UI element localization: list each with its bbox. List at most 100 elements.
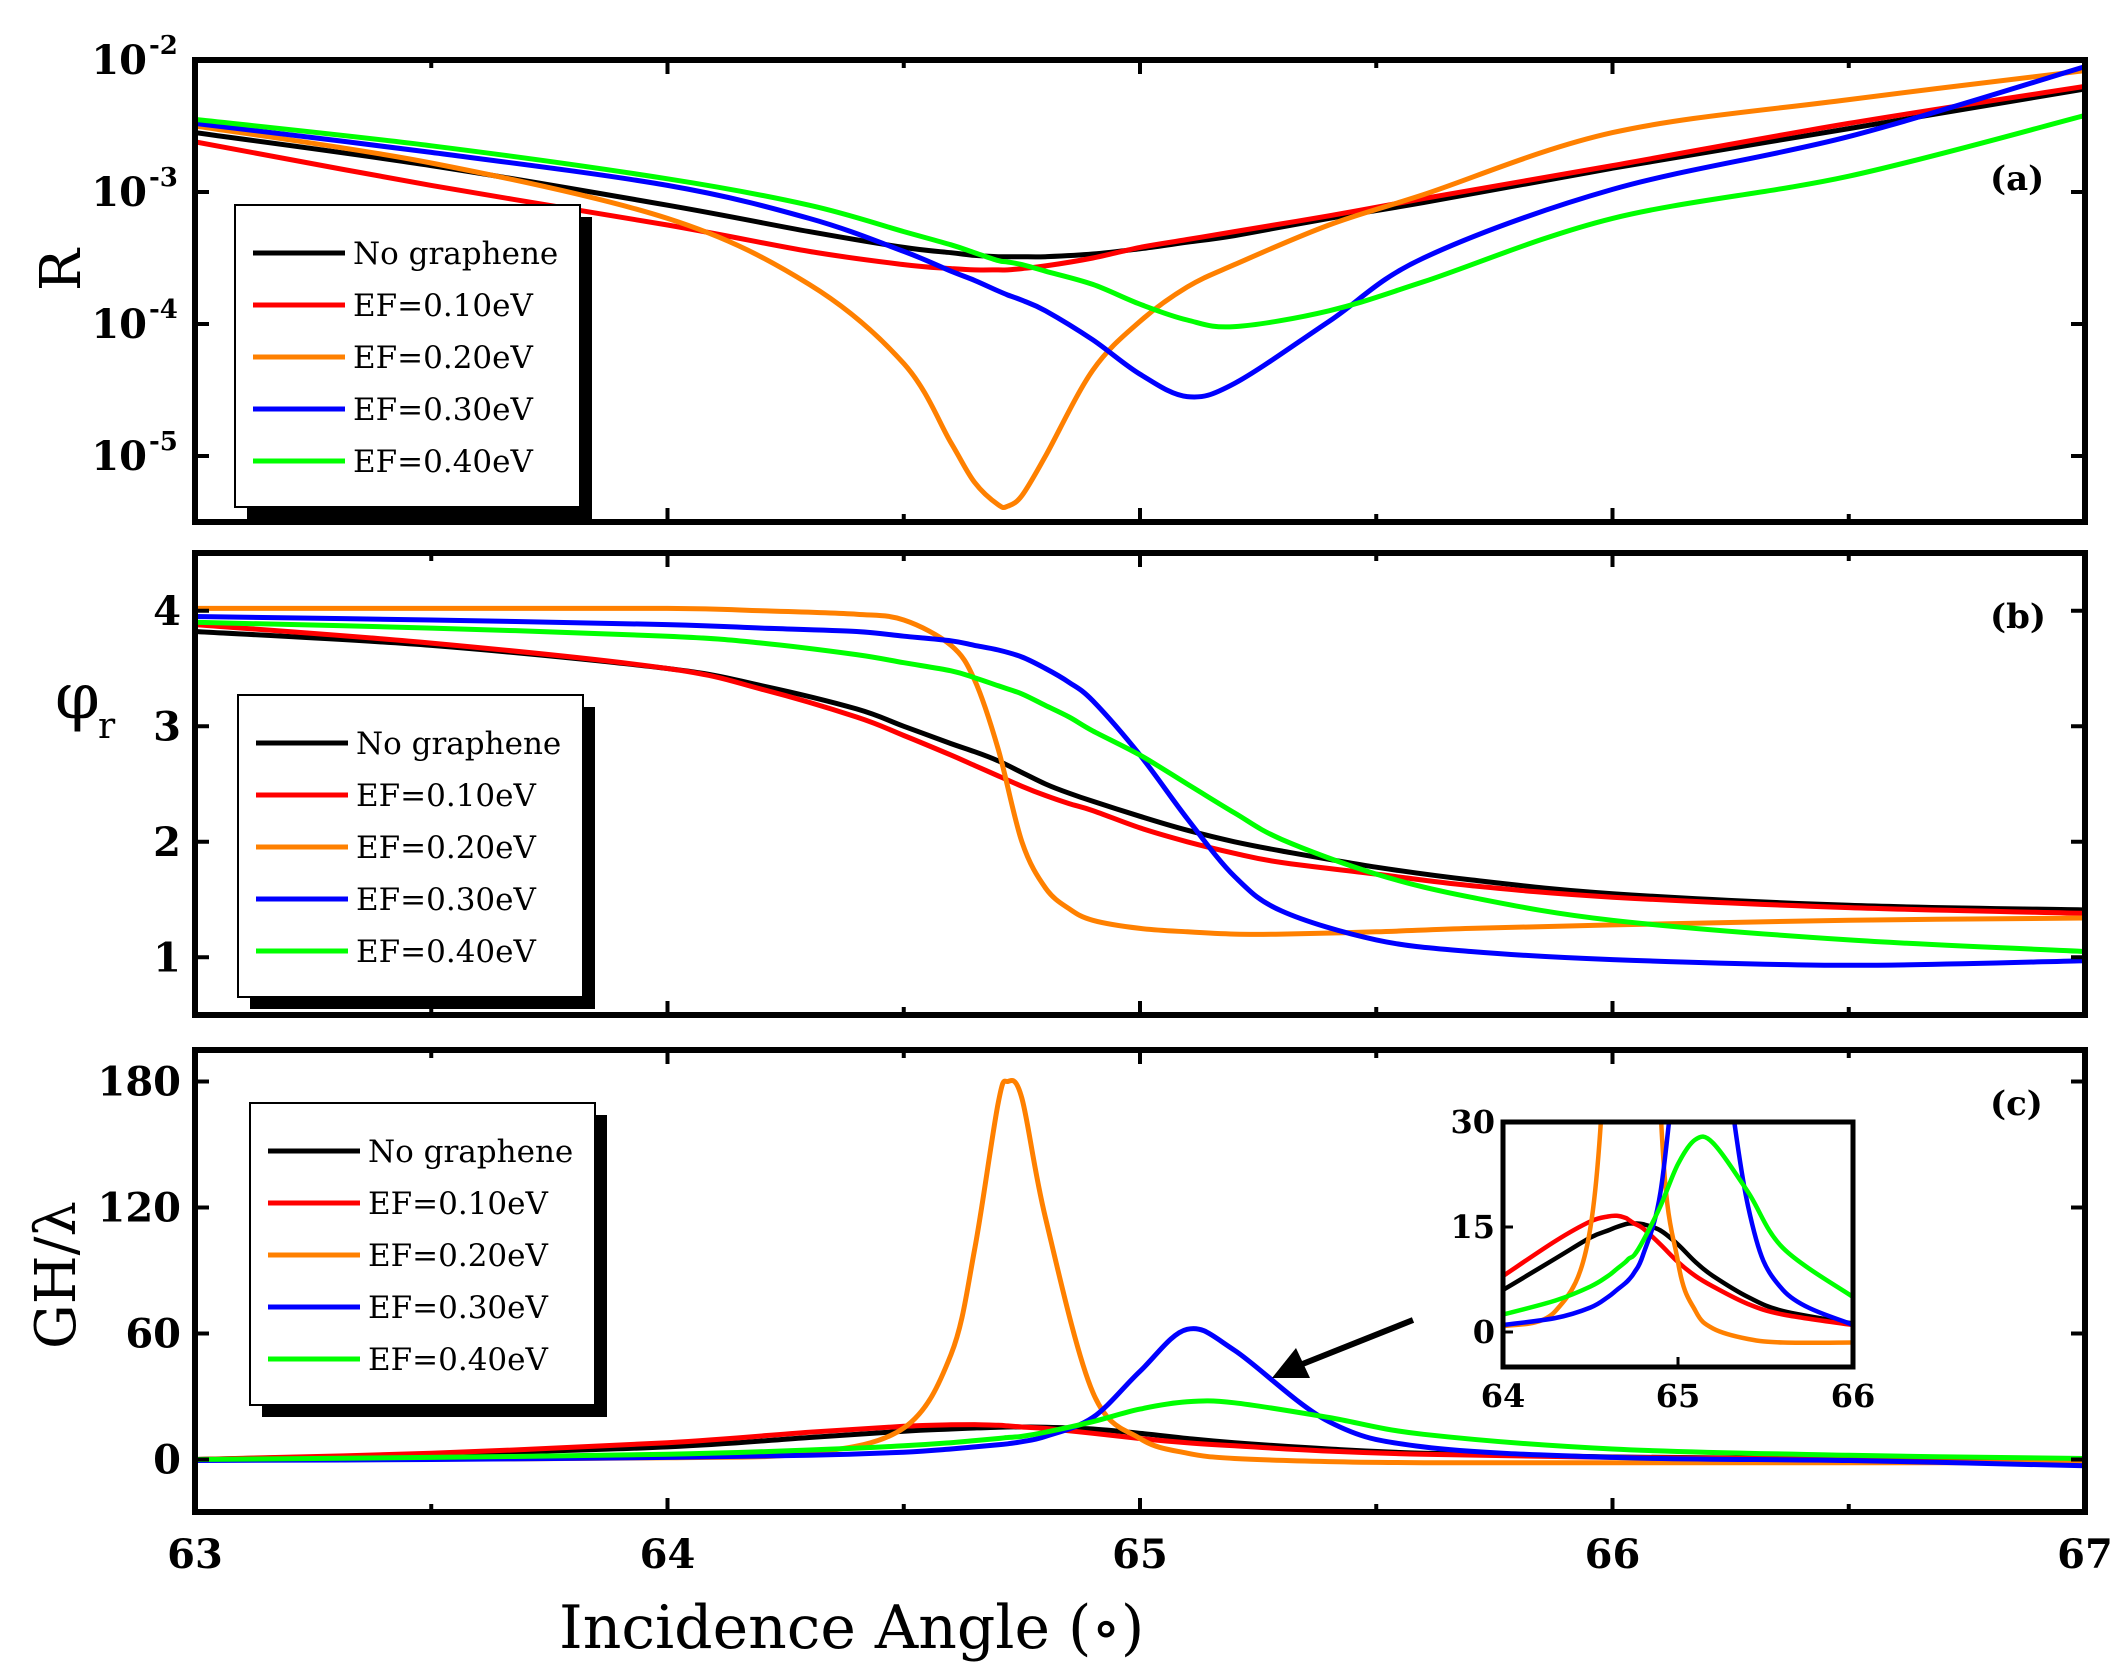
- panel-b-series-group: [195, 605, 2085, 968]
- y-tick-label: 1: [153, 934, 181, 981]
- y-tick-label: 180: [98, 1059, 182, 1106]
- legend-label: EF=0.40eV: [368, 1342, 548, 1378]
- panel-b: 1 2 3 4 (b) φ r No graphene EF=0.10eV EF=0.20…: [55, 550, 2088, 1018]
- legend-label: EF=0.20eV: [368, 1238, 548, 1274]
- panel-b-y-ticks: 1 2 3 4: [153, 588, 2085, 981]
- series-line-a-ef-0-20ev: [195, 68, 2085, 511]
- inset-curves: [1503, 1122, 1853, 1346]
- inset-x-tick-label: 64: [1481, 1377, 1526, 1415]
- inset-arrow: [1272, 1317, 1415, 1378]
- legend-label: EF=0.30eV: [356, 882, 536, 918]
- y-tick-exponent: -4: [149, 295, 178, 325]
- legend-b-items: No graphene EF=0.10eV EF=0.20eV EF=0.30eV EF…: [256, 726, 561, 970]
- legend-item-ef-0-10ev: EF=0.10eV: [268, 1186, 548, 1222]
- x-tick-label: 66: [1585, 1531, 1641, 1578]
- series-line-b-ef-0-30ev: [195, 614, 2085, 968]
- panel-c-ylabel: GH/λ: [24, 1201, 89, 1349]
- y-tick-label: 3: [153, 703, 181, 750]
- panel-c-x-ticks: [193, 1050, 2087, 1512]
- legend-label: EF=0.30eV: [368, 1290, 548, 1326]
- y-tick-exponent: -5: [149, 427, 178, 457]
- legend-item-ef-0-20ev: EF=0.20eV: [253, 340, 533, 376]
- legend-item-ef-0-40ev: EF=0.40eV: [256, 934, 536, 970]
- legend-a: No graphene EF=0.10eV EF=0.20eV EF=0.30eV EF…: [234, 204, 592, 519]
- legend-label: EF=0.10eV: [353, 288, 533, 324]
- series-line-a-no-graphene: [195, 86, 2085, 260]
- x-axis-unit: (∘): [1068, 1593, 1144, 1663]
- panel-a-label: (a): [1990, 159, 2044, 199]
- legend-item-ef-0-40ev: EF=0.40eV: [268, 1342, 548, 1378]
- legend-item-ef-0-40ev: EF=0.40eV: [253, 444, 533, 480]
- y-tick-exponent: -3: [149, 163, 178, 193]
- y-tick-label: 10: [91, 433, 147, 480]
- x-tick-label: 65: [1112, 1531, 1168, 1578]
- x-axis-title: Incidence Angle: [559, 1593, 1050, 1663]
- x-tick-label: 64: [640, 1531, 696, 1578]
- x-tick-label: 63: [167, 1531, 223, 1578]
- panel-c-label: (c): [1990, 1084, 2043, 1124]
- y-tick-label: 120: [98, 1185, 182, 1232]
- legend-item-ef-0-10ev: EF=0.10eV: [256, 778, 536, 814]
- panel-b-label: (b): [1990, 597, 2046, 637]
- inset-arrow-head: [1272, 1348, 1310, 1378]
- legend-label: EF=0.10eV: [356, 778, 536, 814]
- legend-label: EF=0.10eV: [368, 1186, 548, 1222]
- legend-item-ef-0-30ev: EF=0.30eV: [256, 882, 536, 918]
- legend-item-no-graphene: No graphene: [253, 236, 558, 272]
- legend-label: EF=0.20eV: [356, 830, 536, 866]
- legend-c: No graphene EF=0.10eV EF=0.20eV EF=0.30eV EF…: [249, 1102, 607, 1417]
- inset-x-tick-label: 66: [1831, 1377, 1876, 1415]
- inset-y-ticks: 0 15 30: [1450, 1103, 1513, 1351]
- inset-x-tick-label: 65: [1656, 1377, 1701, 1415]
- y-tick-label: 4: [153, 588, 181, 635]
- legend-label: EF=0.40eV: [356, 934, 536, 970]
- panel-c-y-ticks: 0 60 120 180: [98, 1059, 2085, 1484]
- y-tick-label: 10: [91, 301, 147, 348]
- legend-item-ef-0-20ev: EF=0.20eV: [268, 1238, 548, 1274]
- inset-arrow-shaft: [1298, 1317, 1415, 1368]
- inset-series-group: [1503, 1122, 1853, 1346]
- panel-b-ylabel: φ: [55, 660, 100, 734]
- panel-a-series-group: [195, 64, 2085, 511]
- legend-item-no-graphene: No graphene: [268, 1134, 573, 1170]
- panel-a: 10-210-310-410-5 (a) R No graphene EF=0.1…: [29, 31, 2088, 525]
- legend-label: No graphene: [356, 726, 561, 762]
- y-tick-label: 2: [153, 819, 181, 866]
- series-line-c-ef-0-40ev: [195, 1398, 2085, 1462]
- panel-c-series-group: [195, 1078, 2085, 1469]
- panel-a-y-ticks: 10-210-310-410-5: [91, 31, 2085, 480]
- series-line-b-ef-0-20ev: [195, 605, 2085, 937]
- y-tick-label: 0: [153, 1437, 181, 1484]
- panel-b-x-ticks: [193, 553, 2087, 1015]
- inset-series-line-ef-0-20ev: [1503, 1122, 1853, 1346]
- panel-a-ylabel: R: [29, 247, 94, 291]
- y-tick-label: 60: [125, 1311, 181, 1358]
- panel-c-curves: [195, 1078, 2085, 1469]
- panel-c: 0 60 120 180 (c) GH/λ No graphene EF=0.10eV E…: [24, 1047, 2088, 1515]
- legend-item-ef-0-20ev: EF=0.20eV: [256, 830, 536, 866]
- inset-x-ticks: 64 65 66: [1481, 1357, 1876, 1415]
- y-tick-label: 10: [91, 169, 147, 216]
- legend-label: EF=0.20eV: [353, 340, 533, 376]
- series-line-a-ef-0-30ev: [195, 64, 2085, 400]
- x-tick-labels: 63 64 65 66 67: [167, 1531, 2113, 1578]
- inset-y-tick-label: 15: [1450, 1208, 1495, 1246]
- legend-item-ef-0-30ev: EF=0.30eV: [253, 392, 533, 428]
- series-line-a-ef-0-40ev: [195, 112, 2085, 330]
- legend-item-ef-0-30ev: EF=0.30eV: [268, 1290, 548, 1326]
- x-tick-label: 67: [2057, 1531, 2113, 1578]
- legend-item-no-graphene: No graphene: [256, 726, 561, 762]
- legend-c-items: No graphene EF=0.10eV EF=0.20eV EF=0.30eV EF…: [268, 1134, 573, 1378]
- series-line-c-ef-0-30ev: [195, 1326, 2085, 1469]
- legend-label: EF=0.30eV: [353, 392, 533, 428]
- inset-y-tick-label: 30: [1450, 1103, 1495, 1141]
- panel-b-ylabel-sub: r: [98, 706, 116, 747]
- series-line-b-ef-0-10ev: [195, 622, 2085, 916]
- legend-label: EF=0.40eV: [353, 444, 533, 480]
- series-line-b-ef-0-40ev: [195, 619, 2085, 954]
- legend-b: No graphene EF=0.10eV EF=0.20eV EF=0.30eV EF…: [237, 694, 595, 1009]
- legend-label: No graphene: [368, 1134, 573, 1170]
- panel-a-x-ticks: [193, 60, 2087, 522]
- panel-a-curves: [195, 64, 2085, 511]
